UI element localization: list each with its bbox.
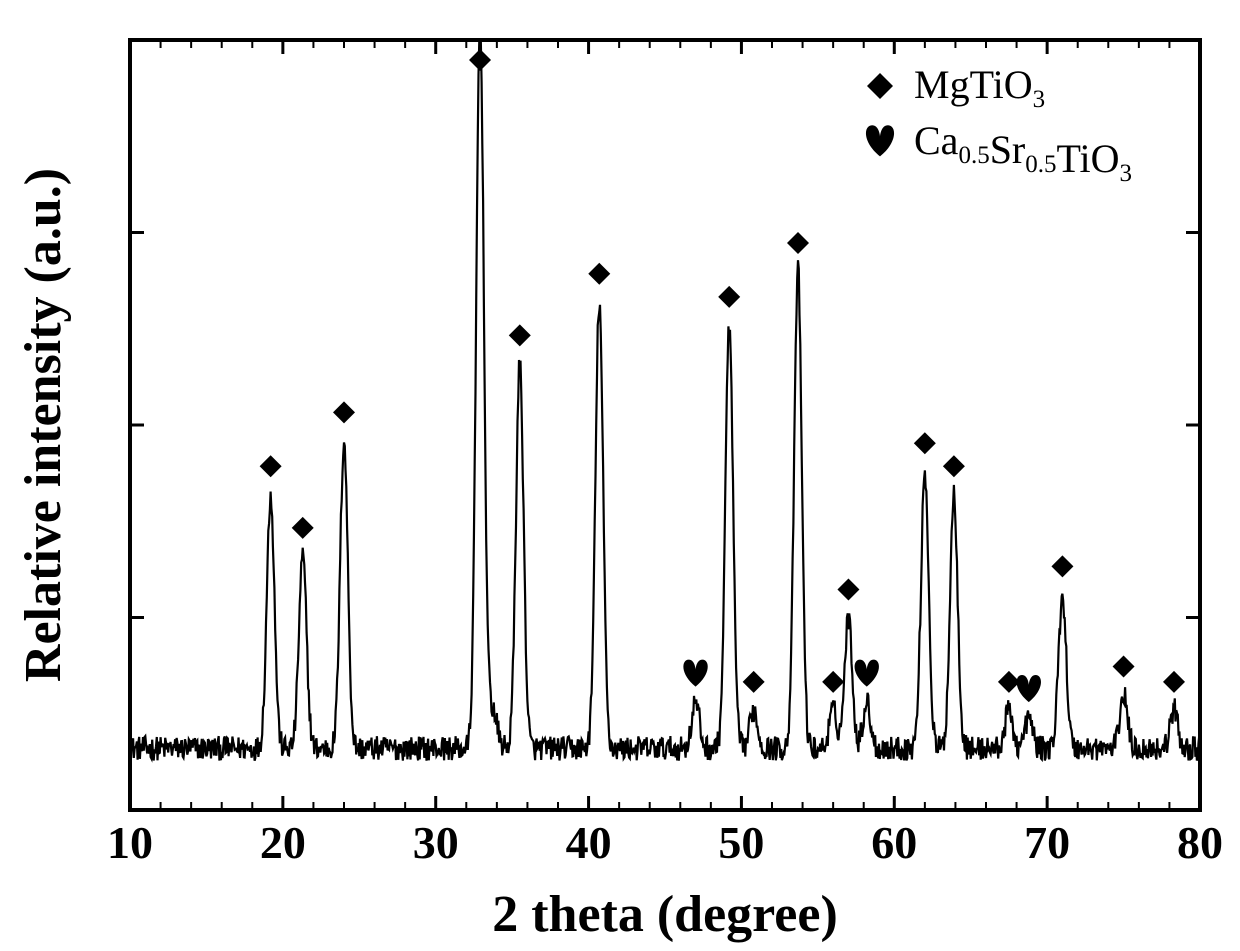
- svg-text:Relative intensity (a.u.): Relative intensity (a.u.): [15, 168, 72, 682]
- svg-text:30: 30: [413, 817, 459, 868]
- svg-text:2 theta (degree): 2 theta (degree): [492, 886, 838, 943]
- xrd-svg: 10 20 30 40 50 60 70 80 2 theta (degree) Relative…: [0, 0, 1240, 951]
- svg-text:80: 80: [1177, 817, 1223, 868]
- svg-text:50: 50: [718, 817, 764, 868]
- svg-text:70: 70: [1024, 817, 1070, 868]
- xrd-chart: 10 20 30 40 50 60 70 80 2 theta (degree) Relative…: [0, 0, 1240, 951]
- svg-text:10: 10: [107, 817, 153, 868]
- svg-text:60: 60: [871, 817, 917, 868]
- svg-text:40: 40: [566, 817, 612, 868]
- svg-text:MgTiO3: MgTiO3: [914, 62, 1045, 113]
- svg-text:20: 20: [260, 817, 306, 868]
